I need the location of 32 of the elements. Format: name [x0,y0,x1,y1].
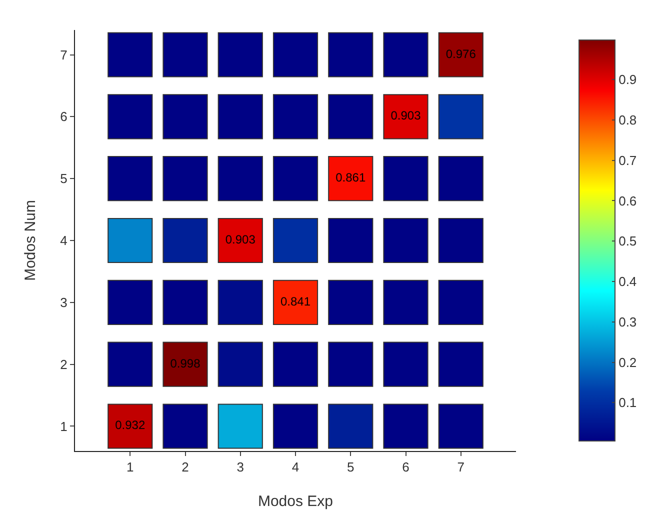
color-bar-label: 0.7 [618,152,637,168]
color-bar-label: 0.3 [618,314,637,330]
y-tick-label: 5 [60,171,68,186]
color-bar-label: 0.8 [618,112,637,128]
y-tick-label: 1 [60,418,68,434]
data-label: 0.976 [446,46,476,61]
x-tick-label: 2 [182,460,189,475]
x-tick-label: 3 [236,460,244,475]
color-bar-label: 0.6 [618,193,637,208]
y-tick-label: 6 [60,109,68,124]
data-label: 0.861 [336,170,366,185]
data-label: 0.903 [390,108,422,123]
color-bar-label: 0.4 [618,274,637,290]
color-bar-label: 0.1 [618,395,637,410]
data-label: 0.932 [115,418,146,432]
x-tick-label: 4 [292,460,300,475]
y-tick-label: 4 [60,233,68,248]
y-tick-label: 3 [60,294,68,310]
color-bar-label: 0.9 [618,72,637,88]
x-tick-label: 6 [402,460,410,475]
y-axis-title: Modos Num [22,200,39,281]
x-axis-title: Modos Exp [258,493,334,510]
color-bar-label: 0.5 [618,234,637,249]
data-label: 0.841 [280,294,311,308]
y-tick-label: 2 [60,356,68,372]
x-tick-label: 7 [457,460,464,475]
data-label: 0.998 [170,356,201,370]
color-bar-label: 0.2 [618,354,637,370]
y-tick-label: 7 [60,47,68,62]
x-tick-label: 5 [347,460,354,475]
data-label: 0.903 [225,232,256,246]
x-tick-label: 1 [126,460,134,475]
